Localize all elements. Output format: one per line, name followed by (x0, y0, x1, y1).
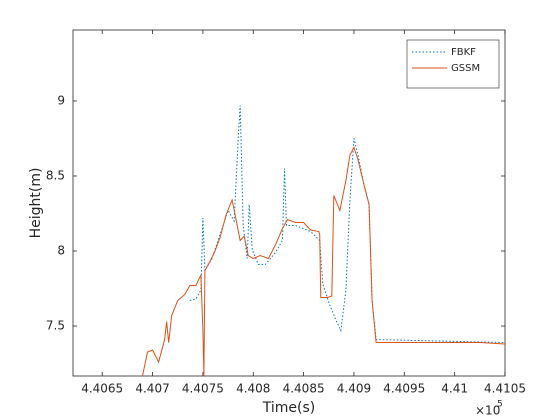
series-line (189, 105, 505, 344)
x-tick-label: 4.409 (337, 382, 371, 396)
x-tick-label: 4.4095 (383, 382, 425, 396)
x-tick-label: 4.408 (236, 382, 270, 396)
y-tick-label: 9 (57, 93, 65, 107)
legend-label: FBKF (451, 47, 476, 58)
legend-box (406, 39, 500, 89)
x-tick-label: 4.41 (441, 382, 468, 396)
y-axis-label: Height(m) (28, 168, 44, 239)
series-line (141, 146, 505, 376)
x-tick-label: 4.407 (135, 382, 169, 396)
x-multiplier: ×10 (475, 404, 500, 418)
legend-label: GSSM (451, 63, 480, 74)
x-multiplier-exponent: 5 (497, 400, 503, 410)
x-tick-label: 4.4085 (283, 382, 325, 396)
y-tick-label: 8 (57, 244, 65, 258)
x-tick-label: 4.4065 (81, 382, 123, 396)
x-axis-label: Time(s) (262, 400, 315, 416)
x-tick-label: 4.4075 (182, 382, 224, 396)
y-tick-label: 7.5 (46, 319, 65, 333)
x-tick-label: 4.4105 (484, 382, 526, 396)
y-tick-label: 8.5 (46, 168, 65, 182)
